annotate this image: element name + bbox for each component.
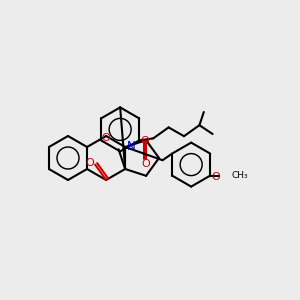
Text: O: O [141, 136, 150, 146]
Text: O: O [102, 133, 110, 143]
Text: N: N [127, 140, 136, 154]
Text: CH₃: CH₃ [231, 171, 248, 180]
Text: O: O [212, 172, 220, 182]
Text: O: O [142, 159, 151, 169]
Text: O: O [86, 158, 94, 168]
